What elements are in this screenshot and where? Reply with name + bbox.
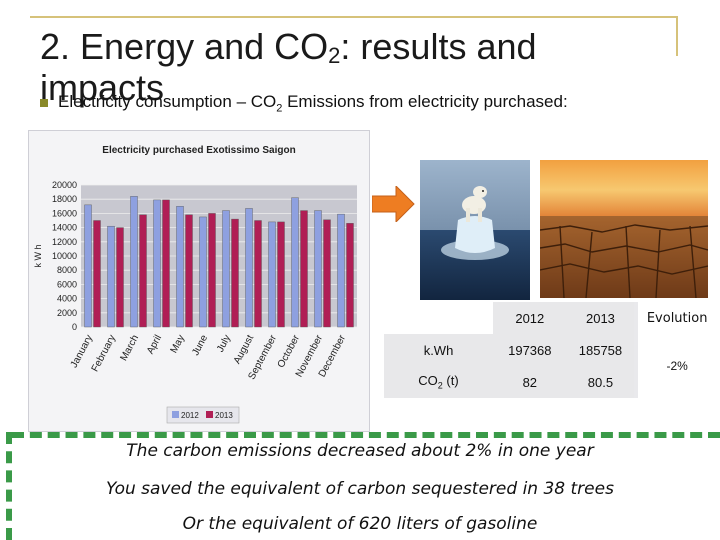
bar-2013	[116, 227, 124, 328]
table-header-cell: 2012	[493, 302, 567, 334]
co2-label-unit: (t)	[442, 373, 459, 389]
y-tick-label: 4000	[57, 294, 77, 304]
slide-title-continued: impacts	[40, 67, 165, 108]
bar-2012	[268, 221, 276, 328]
table-row: k.Wh 197368 185758 -2%	[384, 334, 720, 373]
square-bullet-icon	[40, 98, 48, 107]
bar-2013	[277, 221, 285, 328]
legend-label: 2013	[215, 411, 233, 420]
bar-2013	[162, 199, 170, 328]
table-row-label: k.Wh	[384, 334, 493, 366]
title-subscript: 2	[328, 43, 341, 68]
bullet-text: Electricity consumption – CO	[58, 92, 277, 111]
bar-2013	[185, 214, 193, 328]
trees-message: You saved the equivalent of carbon seque…	[106, 479, 614, 499]
table-header-row: 2012 2013 Evolution	[384, 302, 720, 334]
table-row: CO2 (t) 82 80.5	[384, 366, 720, 398]
electricity-bar-chart: Electricity purchased Exotissimo Saigon 0…	[33, 145, 357, 424]
y-tick-label: 6000	[57, 279, 77, 289]
bar-2012	[245, 208, 253, 328]
y-tick-label: 2000	[57, 308, 77, 318]
co2-label-subscript: 2	[437, 380, 443, 391]
table-cell: 197368	[493, 334, 567, 366]
x-tick-label: July	[215, 333, 233, 354]
table-row-label: CO2 (t)	[384, 366, 493, 398]
legend-box	[166, 406, 240, 424]
y-tick-label: 8000	[57, 265, 77, 275]
cracked-desert-image	[540, 160, 708, 298]
y-axis-label: k W h	[33, 244, 43, 267]
bar-2013	[346, 223, 354, 328]
bar-2013	[139, 214, 147, 328]
bullet-line: Electricity consumption – CO2 Emissions …	[40, 92, 568, 114]
title-text: 2. Energy and CO	[40, 26, 329, 67]
electricity-chart-panel: Electricity purchased Exotissimo Saigon 0…	[28, 130, 370, 432]
bullet-subscript: 2	[276, 102, 283, 115]
bar-2012	[176, 206, 184, 328]
x-tick-label: April	[145, 333, 164, 356]
dashed-box-left-border	[6, 432, 12, 540]
x-tick-label: March	[118, 333, 141, 363]
x-tick-label: August	[232, 333, 256, 366]
y-tick-label: 0	[72, 322, 77, 332]
emissions-table: 2012 2013 Evolution k.Wh 197368 185758 -…	[384, 302, 720, 398]
evolution-cell: -2%	[666, 359, 688, 373]
bar-2012	[199, 216, 207, 328]
co2-label-text: CO	[418, 373, 438, 389]
bullet-text-end: Emissions from electricity purchased:	[282, 92, 568, 111]
table-header-cell: Evolution	[646, 310, 708, 326]
table-header-cell: 2013	[566, 302, 635, 334]
y-tick-label: 12000	[52, 237, 77, 247]
table-cell: 82	[493, 366, 567, 398]
bar-2013	[323, 219, 331, 328]
bar-2013	[300, 210, 308, 328]
bar-2013	[93, 220, 101, 328]
y-tick-label: 18000	[52, 194, 77, 204]
table-header-cell	[384, 302, 493, 334]
right-decorative-rule	[676, 16, 678, 56]
bar-2012	[153, 199, 161, 328]
y-tick-label: 14000	[52, 223, 77, 233]
bar-2013	[231, 218, 239, 328]
gasoline-message: Or the equivalent of 620 liters of gasol…	[182, 514, 538, 534]
bar-2012	[337, 213, 345, 328]
bar-2012	[314, 210, 322, 328]
x-tick-label: May	[169, 333, 188, 355]
chart-title: Electricity purchased Exotissimo Saigon	[102, 145, 295, 156]
polar-bear-on-ice-image	[420, 160, 530, 300]
legend-swatch	[206, 411, 213, 418]
bar-2012	[84, 204, 92, 328]
table-cell: 185758	[566, 334, 635, 366]
legend-swatch	[172, 411, 179, 418]
bar-2013	[208, 213, 216, 328]
right-arrow-icon	[372, 186, 415, 222]
table-cell: 80.5	[566, 366, 635, 398]
y-tick-label: 10000	[52, 251, 77, 261]
legend-label: 2012	[181, 411, 199, 420]
title-text-end: : results and	[340, 26, 537, 67]
slide-title: 2. Energy and CO2: results and	[40, 26, 537, 68]
x-tick-label: June	[190, 333, 210, 358]
bar-2013	[254, 220, 262, 328]
y-tick-label: 20000	[52, 180, 77, 190]
dashed-box-top-border	[12, 432, 720, 438]
bar-2012	[222, 210, 230, 328]
y-tick-label: 16000	[52, 208, 77, 218]
bar-2012	[107, 225, 115, 328]
result-message: The carbon emissions decreased about 2% …	[126, 441, 594, 461]
bar-2012	[291, 197, 299, 328]
bar-2012	[130, 196, 138, 328]
top-decorative-rule	[30, 16, 678, 18]
